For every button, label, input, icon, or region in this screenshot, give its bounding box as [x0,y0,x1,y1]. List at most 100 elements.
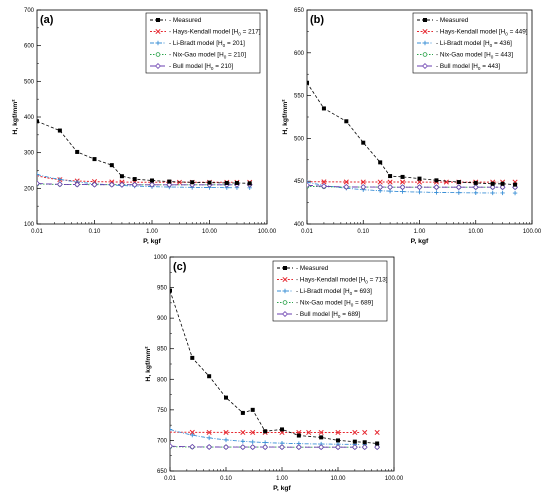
measured-marker [400,174,405,179]
model-marker [108,181,115,188]
measured-marker [456,180,461,185]
measured-marker [319,435,324,440]
measured-marker [207,180,212,185]
model-marker [189,443,196,450]
model-marker [91,181,98,188]
model-marker [262,440,268,445]
model-marker [343,183,350,190]
model-marker [377,179,383,185]
model-marker [335,429,341,436]
y-axis-label: H, kgf/mm² [145,346,152,382]
y-tick-label: 100 [24,222,35,228]
x-axis-label: P, kgf [273,485,291,492]
model-marker [307,179,310,185]
model-marker [472,184,479,191]
legend-label: - Measured [169,17,202,24]
legend-swatch-marker [423,18,427,22]
measured-marker [361,140,366,145]
model-marker [343,179,349,185]
y-tick-label: 900 [157,316,168,322]
x-tick-label: 0.01 [31,229,43,235]
y-tick-label: 200 [24,186,35,192]
legend-value: = 689] [353,300,373,307]
model-marker [166,181,173,188]
model-marker [306,429,312,436]
measured-marker [170,288,172,293]
measured-marker [167,179,172,184]
legend-value: = 217] [241,29,261,36]
model-marker [433,184,440,191]
panel-label: (b) [310,14,324,26]
model-marker [416,184,423,191]
model-marker [206,435,212,441]
legend-value: = 443] [480,63,500,70]
x-tick-label: 10.00 [202,229,218,235]
model-marker [170,443,173,450]
legend-label: - Li-Bradt model [H0 = 201] [169,40,245,48]
y-axis-ticks: 650 700 750 800 850 900 950 1000 [154,255,174,475]
measured-marker [473,180,478,185]
legend-subscript: 0 [365,279,368,284]
model-marker [500,190,505,196]
model-marker [170,427,173,432]
legend-subscript: 0 [491,54,494,59]
measured-marker [280,427,284,432]
legend-value: = 210] [213,63,233,70]
model-marker [360,184,367,191]
measured-marker [417,176,422,181]
y-tick-label: 300 [24,151,35,157]
model-marker [362,429,368,436]
model-marker [190,432,195,438]
legend-subscript: 0 [211,66,214,71]
model-marker [250,439,255,445]
measured-marker [336,438,340,443]
model-marker [473,190,478,196]
x-axis-label: P, kgf [143,238,161,245]
measured-line [37,120,250,184]
x-axis-ticks: 0.01 0.10 1.00 10.00 100.00 [31,220,277,235]
model-marker [360,179,366,185]
legend-box [145,12,261,74]
y-tick-label: 950 [157,286,168,292]
legend-value: = 449] [508,29,528,36]
model-marker [206,429,212,435]
legend-label: - Bull model [H0 = 689] [296,311,360,319]
y-tick-label: 800 [157,377,168,383]
y-tick-label: 700 [24,8,35,14]
measured-marker [37,119,39,124]
chart-panel-2: 0.01 0.10 1.00 10.00 100.00 400 450 500 550 600 65… [282,8,542,245]
x-tick-label: 0.10 [357,229,369,235]
model-line-3 [307,185,499,188]
y-tick-label: 550 [294,94,305,100]
model-marker [490,190,495,196]
measured-marker [362,440,367,445]
legend-label: - Bull model [H0 = 443] [436,63,500,71]
model-marker [499,184,506,191]
model-marker [399,184,406,191]
x-axis-ticks: 0.01 0.10 1.00 10.00 100.00 [164,467,404,482]
y-axis-label: H, kgf/mm² [12,99,19,135]
measured-marker [119,174,124,179]
legend-subscript: 0 [223,43,226,48]
model-marker [455,184,462,191]
legend-value: = 689] [340,311,360,318]
model-marker [74,181,81,188]
panel-label: (a) [40,14,54,26]
x-tick-label: 0.10 [220,476,232,482]
model-marker [456,190,462,195]
legend-subscript: 0 [351,302,354,307]
legend-swatch-marker [155,63,161,69]
legend-swatch-marker [282,300,288,305]
model-marker [149,181,155,188]
y-axis-label: H, kgf/mm² [282,99,289,135]
legend-swatch-marker [422,28,428,35]
model-marker [321,179,327,185]
legend: - Measured - Hays-Kendall model [H0 = 713… [272,260,388,322]
x-tick-label: 0.01 [301,229,313,235]
model-marker [206,444,213,450]
legend-label: - Nix-Gao model [H0 = 443] [436,52,513,60]
legend-label: - Bull model [H0 = 210] [169,63,233,71]
legend-label: - Hays-Kendall model [H0 = 449] [436,29,528,37]
measured-marker [75,149,80,154]
